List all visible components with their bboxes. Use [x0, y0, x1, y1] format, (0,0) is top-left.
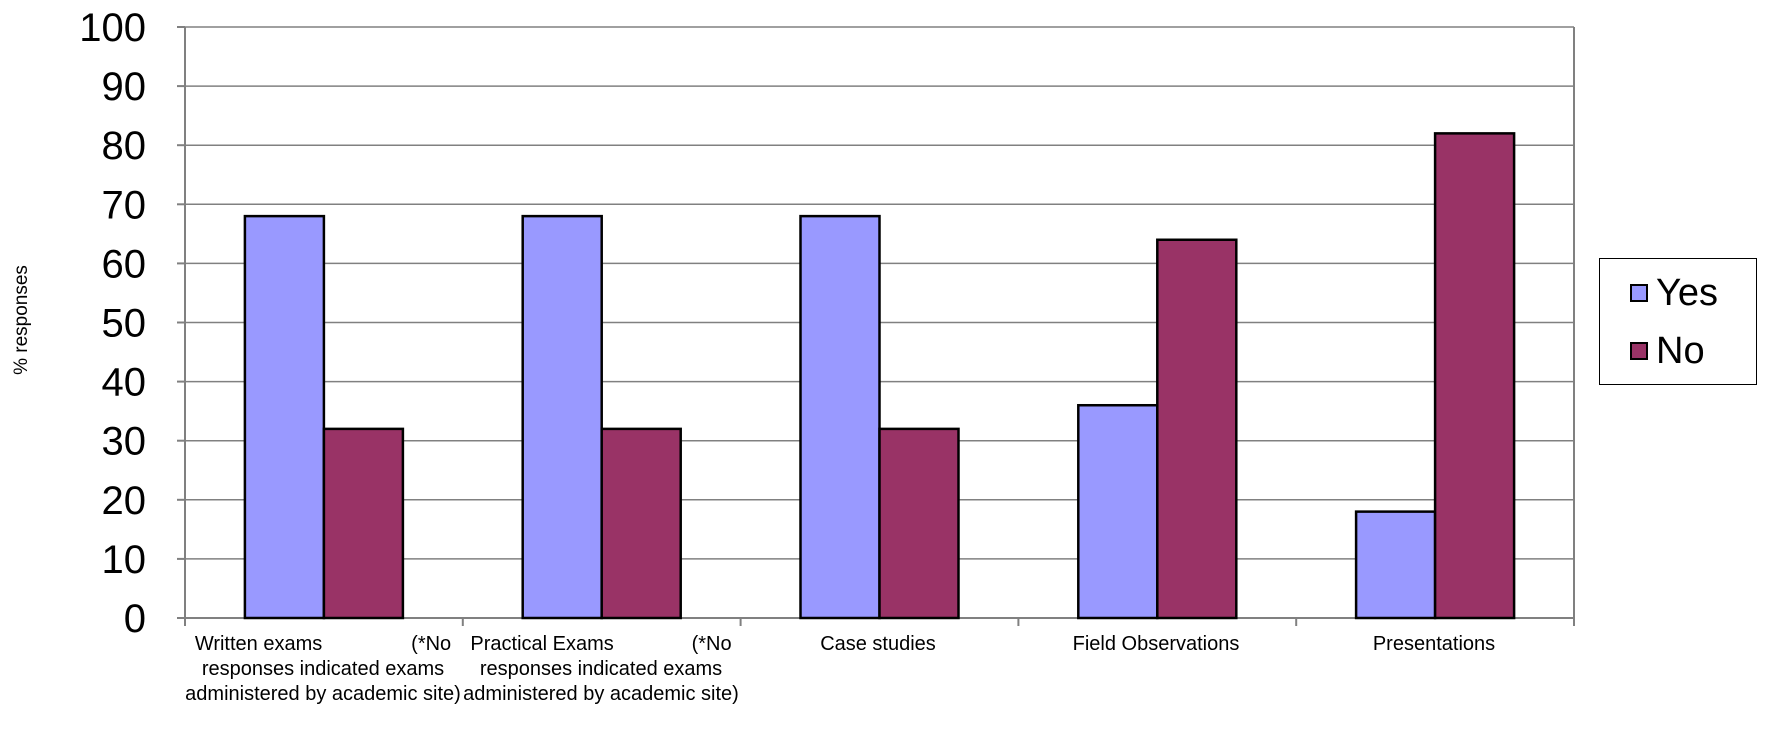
legend-item-yes: Yes [1630, 273, 1718, 313]
bar-yes-4 [1354, 510, 1437, 620]
y-tick-label: 70 [102, 183, 147, 227]
y-axis-title: % responses [11, 265, 32, 375]
y-tick-label: 90 [102, 65, 147, 109]
x-tick-label-case-studies: Case studies [820, 633, 936, 655]
legend-swatch-yes [1630, 284, 1648, 302]
y-tick-label: 60 [102, 242, 147, 286]
y-tick-label: 50 [102, 302, 147, 346]
y-tick-label: 0 [124, 597, 146, 641]
bar-yes-1 [521, 214, 603, 620]
legend: Yes No [1599, 258, 1757, 385]
bar-no-4 [1433, 132, 1516, 620]
x-tick-label-field-observations: Field Observations [1072, 633, 1240, 655]
y-tick-label: 100 [79, 6, 146, 50]
legend-label-no: No [1656, 330, 1705, 372]
bar-no-0 [322, 427, 405, 620]
legend-swatch-no [1630, 342, 1648, 360]
y-tick-label: 20 [102, 479, 147, 523]
bar-yes-2 [799, 214, 881, 620]
bar-yes-3 [1077, 403, 1159, 620]
y-tick-label: 10 [102, 538, 147, 582]
legend-label-yes: Yes [1656, 272, 1718, 314]
bar-no-3 [1156, 238, 1238, 620]
bar-yes-0 [243, 214, 326, 620]
y-tick-label: 30 [102, 420, 147, 464]
y-tick-label: 40 [102, 361, 147, 405]
x-tick-label-written-exams: Written exams (*No responses indicated e… [185, 633, 461, 705]
bar-no-1 [600, 427, 682, 620]
bar-no-2 [878, 427, 960, 620]
x-tick-label-practical-exams: Practical Exams (*No responses indicated… [463, 633, 739, 705]
legend-item-no: No [1630, 331, 1705, 371]
y-tick-label: 80 [102, 124, 147, 168]
x-tick-label-presentations: Presentations [1372, 633, 1496, 655]
